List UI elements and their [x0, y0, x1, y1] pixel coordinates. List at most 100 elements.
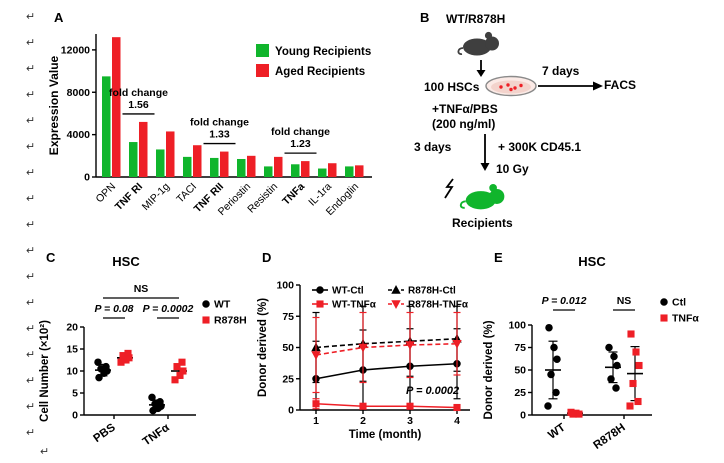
significance-text: NS [134, 283, 149, 295]
mouse-body [463, 38, 491, 56]
x-category-label: TNFa [280, 181, 307, 208]
data-point-marker [575, 410, 583, 418]
paragraph-mark: ↵ [26, 271, 36, 283]
panel-a-label: A [54, 10, 64, 25]
x-category-label: MIP-1g [140, 181, 173, 214]
data-point-marker [605, 343, 613, 352]
x-tick-label: 1 [313, 415, 319, 427]
significance-text: P = 0.08 [94, 303, 133, 315]
paragraph-mark: ↵ [26, 219, 36, 231]
y-tick-label: 0 [520, 410, 526, 422]
data-point-marker [156, 398, 164, 406]
data-point-marker [452, 340, 462, 349]
panel-e-label: E [494, 250, 503, 265]
bar-young [183, 156, 192, 177]
paragraph-mark: ↵ [26, 141, 36, 153]
bar-aged [355, 165, 364, 177]
paragraph-mark: ↵ [26, 375, 36, 387]
hsc-count-text: 100 HSCs [424, 80, 480, 94]
data-point-marker [632, 348, 640, 356]
data-point-marker [405, 341, 415, 350]
x-category-label: R878H [592, 422, 628, 452]
panel-c: C HSC 0 5 10 15 20 Cell Number (×10²) PBS TNFα WT… [36, 246, 262, 458]
x-category-label: TNF RI [113, 181, 145, 213]
bar-young [291, 164, 300, 177]
fold-change-value: 1.56 [128, 99, 149, 111]
fold-change-text: fold change [109, 87, 168, 99]
panel-b-label: B [420, 10, 430, 25]
bar-aged [247, 155, 256, 177]
series-line [315, 337, 458, 349]
petri-dish-icon [485, 75, 537, 97]
series-line [315, 342, 458, 356]
cell-dot [509, 87, 513, 92]
y-tick-label: 15 [66, 344, 78, 356]
bar-aged [193, 145, 202, 177]
y-tick-label: 75 [282, 311, 294, 323]
arrow-head [476, 70, 486, 77]
data-point-marker [552, 388, 560, 397]
legend-label: WT-Ctl [332, 286, 364, 297]
x-tick-label: 3 [407, 415, 413, 427]
y-tick-label: 100 [508, 320, 526, 332]
y-tick-label: 100 [276, 280, 294, 292]
y-tick-label: 75 [514, 342, 526, 354]
fold-change-value: 1.33 [209, 129, 230, 141]
y-tick-label: 0 [288, 405, 294, 417]
data-point-marker [634, 397, 642, 406]
bar-young [102, 76, 111, 177]
facs-text: FACS [604, 78, 637, 92]
data-point-marker [545, 323, 553, 332]
dose-text: (200 ng/ml) [432, 117, 496, 131]
series-line [315, 402, 458, 409]
irradiation-dose-text: 10 Gy [496, 162, 529, 176]
bar-aged [274, 156, 283, 177]
data-point-marker [607, 375, 615, 383]
data-point-marker [406, 402, 414, 410]
data-point-marker [453, 403, 461, 412]
panel-e: E HSC 0 25 50 75 100 Donor derived (%) WT R878H C… [480, 246, 718, 458]
y-tick-label: 12000 [61, 44, 90, 56]
bar-aged [328, 163, 337, 177]
bar-young [318, 168, 327, 177]
significance-text: P = 0.0002 [406, 385, 459, 397]
x-category-label: PBS [91, 421, 118, 445]
bar-young [237, 158, 246, 177]
mouse-head [485, 36, 499, 51]
data-point-marker [312, 400, 320, 408]
arrow-head [593, 81, 603, 91]
paragraph-mark: ↵ [26, 323, 36, 335]
mouse-body [465, 191, 496, 210]
data-point-marker [550, 343, 558, 352]
x-tick-label: 4 [454, 415, 460, 427]
data-point-marker [635, 361, 643, 370]
y-axis-title: Expression Value [47, 55, 61, 155]
down-arrow-icon [476, 60, 486, 77]
data-point-marker [148, 393, 156, 402]
y-tick-label: 0 [84, 172, 90, 184]
paragraph-mark: ↵ [40, 446, 50, 458]
bar-aged [166, 131, 175, 177]
x-axis-title: Time (month) [349, 429, 422, 441]
y-tick-label: 50 [282, 342, 294, 354]
series-line [315, 362, 458, 380]
data-point-marker [179, 367, 187, 375]
bar-young [210, 157, 219, 177]
donor-derived-line-chart: 0 25 50 75 100 Donor derived (%) 1 2 3 4 Time (mon… [257, 280, 470, 441]
y-tick-label: 25 [282, 373, 294, 385]
data-point-marker [358, 343, 368, 353]
y-axis-title: Cell Number (×10²) [39, 320, 51, 422]
y-tick-label: 50 [514, 365, 526, 377]
cd45-text: + 300K CD45.1 [498, 140, 582, 154]
data-point-marker [173, 363, 181, 371]
data-point-marker [359, 402, 367, 410]
paragraph-mark: ↵ [26, 193, 36, 205]
data-point-marker [124, 349, 132, 357]
data-point-marker [544, 402, 552, 410]
plot-title: HSC [578, 254, 606, 269]
donor-mouse-icon [457, 31, 499, 56]
y-tick-label: 8000 [67, 87, 91, 99]
paragraph-mark: ↵ [26, 89, 36, 101]
data-point-marker [202, 300, 210, 308]
legend-label: Young Recipients [275, 46, 371, 58]
